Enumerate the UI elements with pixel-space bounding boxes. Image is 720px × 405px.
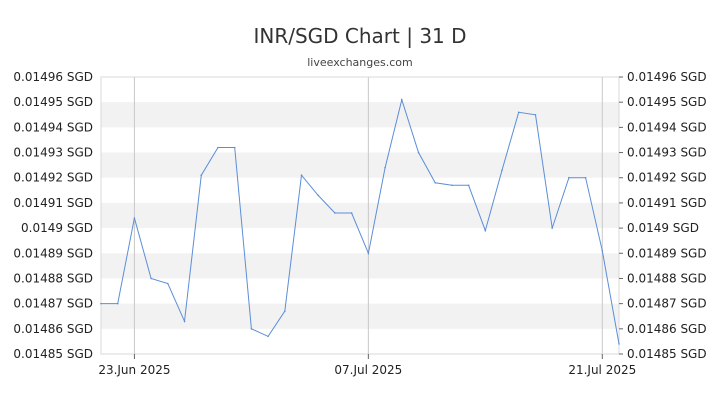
x-axis: 23.Jun 2025 07.Jul 2025 21.Jul 2025 bbox=[98, 354, 636, 377]
data-point bbox=[217, 146, 219, 149]
data-point bbox=[601, 249, 604, 252]
data-point bbox=[451, 184, 453, 187]
grid-band bbox=[101, 303, 619, 329]
y-tick-label-right: 0.01495 SGD bbox=[627, 95, 707, 109]
data-point bbox=[568, 176, 570, 179]
y-tick-label-right: 0.01492 SGD bbox=[627, 171, 707, 185]
data-point bbox=[334, 212, 336, 214]
y-tick-label-left: 0.01488 SGD bbox=[13, 271, 93, 285]
y-tick-label-left: 0.01486 SGD bbox=[13, 322, 93, 336]
y-axis-left: 0.01496 SGD 0.01495 SGD 0.01494 SGD 0.01493… bbox=[13, 70, 93, 361]
data-point bbox=[367, 252, 370, 255]
data-point bbox=[200, 174, 203, 177]
data-point bbox=[417, 151, 420, 154]
data-point bbox=[133, 217, 136, 219]
chart-title: INR/SGD Chart | 31 D bbox=[253, 24, 467, 48]
y-tick-label-left: 0.01493 SGD bbox=[13, 146, 93, 160]
y-tick-label-left: 0.01485 SGD bbox=[13, 347, 93, 361]
data-point bbox=[434, 181, 436, 184]
plot-frame bbox=[100, 76, 620, 355]
data-point bbox=[384, 166, 386, 169]
y-tick-label-left: 0.01489 SGD bbox=[13, 246, 93, 260]
y-tick-label-right: 0.01485 SGD bbox=[627, 347, 707, 361]
data-point bbox=[517, 111, 520, 114]
y-axis-right: 0.01496 SGD 0.01495 SGD 0.01494 SGD 0.01493… bbox=[619, 70, 707, 361]
vertical-gridlines bbox=[133, 77, 603, 354]
data-point bbox=[501, 169, 503, 171]
data-point bbox=[584, 176, 587, 179]
data-point bbox=[167, 282, 169, 285]
y-tick-label-left: 0.01494 SGD bbox=[13, 120, 93, 134]
data-point bbox=[116, 302, 119, 305]
data-point bbox=[300, 174, 303, 177]
data-point bbox=[100, 302, 102, 305]
data-point bbox=[284, 310, 286, 312]
data-point bbox=[183, 320, 186, 323]
grid-bands bbox=[101, 102, 619, 329]
y-tick-label-left: 0.01492 SGD bbox=[13, 171, 93, 185]
y-tick-label-left: 0.01495 SGD bbox=[13, 95, 93, 109]
x-tick-label: 21.Jul 2025 bbox=[568, 363, 636, 377]
series-line bbox=[101, 97, 620, 344]
y-tick-label-left: 0.01496 SGD bbox=[13, 70, 93, 84]
data-point bbox=[618, 343, 620, 345]
y-tick-label-left: 0.01487 SGD bbox=[13, 297, 93, 311]
y-tick-label-right: 0.01488 SGD bbox=[627, 271, 707, 285]
x-tick-label: 07.Jul 2025 bbox=[334, 363, 402, 377]
y-tick-label-right: 0.01496 SGD bbox=[627, 70, 707, 84]
y-tick-label-right: 0.0149 SGD bbox=[627, 221, 699, 235]
data-point bbox=[484, 229, 487, 232]
y-tick-label-right: 0.01489 SGD bbox=[627, 246, 707, 260]
grid-band bbox=[101, 102, 619, 128]
y-tick-label-right: 0.01487 SGD bbox=[627, 297, 707, 311]
y-tick-label-left: 0.0149 SGD bbox=[21, 221, 93, 235]
grid-band bbox=[101, 253, 619, 279]
y-tick-label-left: 0.01491 SGD bbox=[13, 196, 93, 210]
data-point bbox=[150, 277, 152, 280]
data-point bbox=[551, 227, 553, 229]
data-point bbox=[534, 113, 537, 116]
grid-band bbox=[101, 202, 619, 229]
data-point bbox=[400, 98, 403, 101]
data-point bbox=[267, 335, 269, 338]
data-point bbox=[317, 194, 320, 197]
chart-subtitle: liveexchanges.com bbox=[307, 56, 413, 69]
data-point bbox=[233, 146, 236, 149]
plot-border bbox=[100, 76, 620, 355]
data-point bbox=[250, 328, 253, 330]
x-tick-label: 23.Jun 2025 bbox=[98, 363, 170, 377]
grid-band bbox=[101, 152, 619, 178]
y-tick-label-right: 0.01493 SGD bbox=[627, 146, 707, 160]
series-group bbox=[100, 97, 620, 345]
data-point bbox=[467, 184, 470, 187]
data-point bbox=[350, 212, 353, 214]
y-tick-label-right: 0.01491 SGD bbox=[627, 196, 707, 210]
y-tick-label-right: 0.01494 SGD bbox=[627, 120, 707, 134]
y-tick-label-right: 0.01486 SGD bbox=[627, 322, 707, 336]
